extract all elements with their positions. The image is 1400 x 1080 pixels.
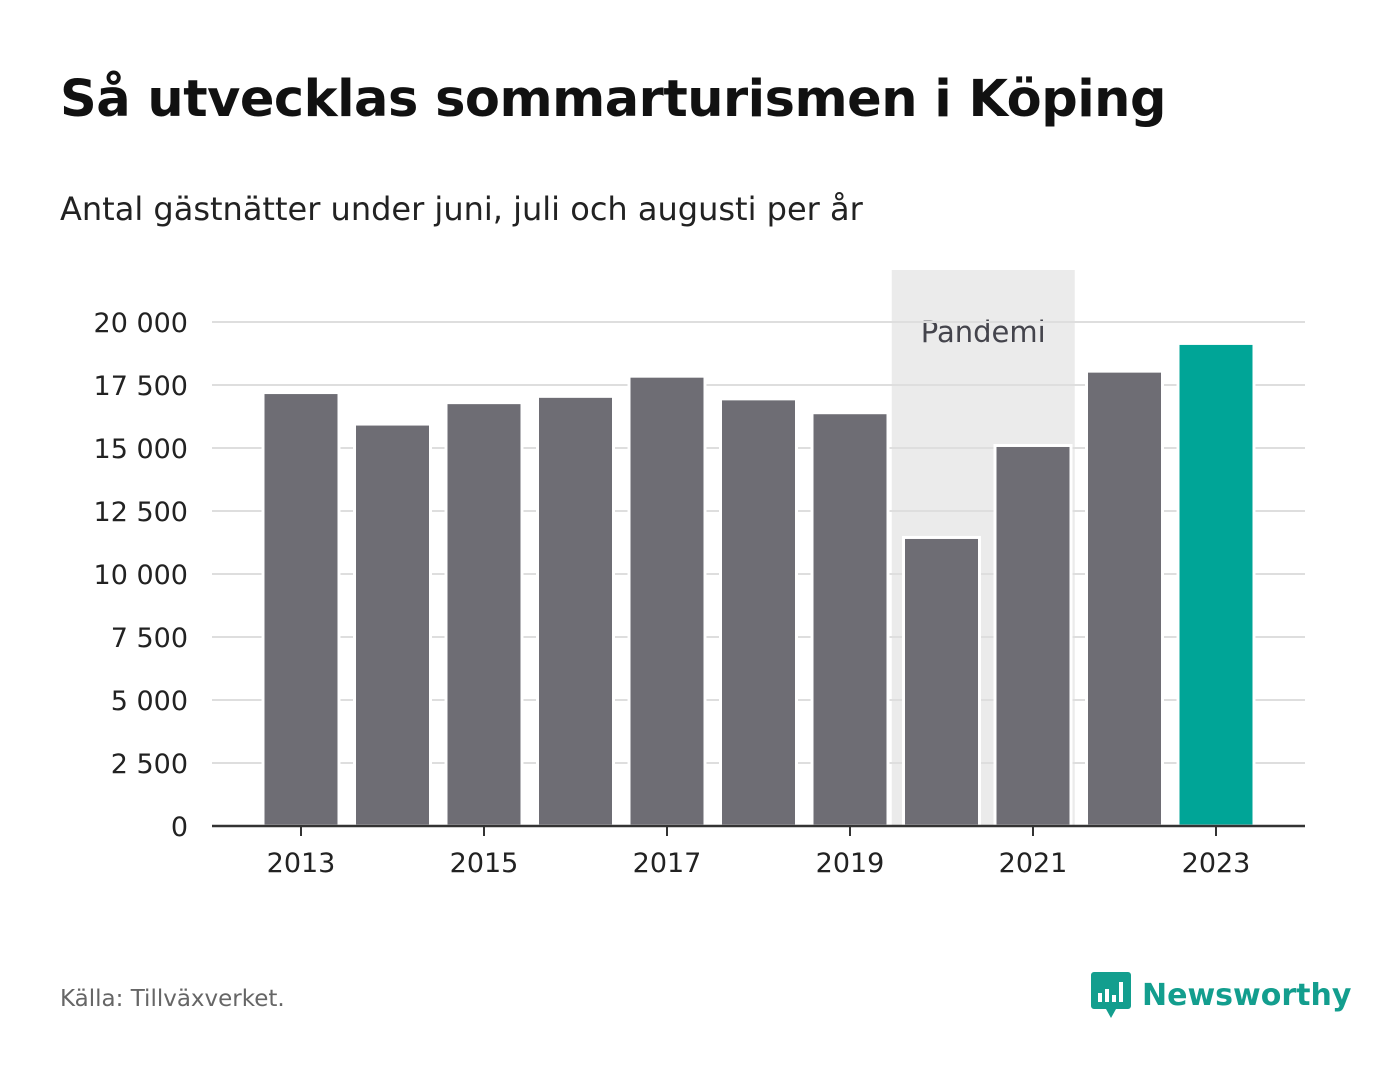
- chart-title: Så utvecklas sommarturismen i Köping: [60, 70, 1167, 129]
- bar-2013: [261, 391, 341, 828]
- y-tick-label: 20 000: [94, 308, 188, 339]
- bar-2020: [902, 535, 981, 828]
- y-tick-label: 15 000: [94, 434, 188, 465]
- bar-2015: [444, 401, 524, 828]
- bar-2018: [719, 397, 798, 828]
- bar-2016: [536, 394, 615, 828]
- bar-2019: [810, 411, 890, 828]
- x-tick-label: 2017: [633, 848, 702, 879]
- y-tick-label: 5 000: [111, 686, 188, 717]
- bar-chart: Pandemi 0 2 500 5 000 7 500 10 000 12 500 15 0…: [94, 270, 1305, 879]
- x-tick-label: 2019: [816, 848, 885, 879]
- x-tick-label: 2013: [267, 848, 336, 879]
- x-axis-layer: [212, 824, 1305, 836]
- source-note: Källa: Tillväxverket.: [60, 986, 285, 1012]
- x-tick-label: 2021: [999, 848, 1068, 879]
- y-tick-label: 7 500: [111, 623, 188, 654]
- y-tick-label: 0: [171, 812, 188, 843]
- chart-subtitle: Antal gästnätter under juni, juli och au…: [60, 190, 863, 228]
- brand-name: Newsworthy: [1142, 977, 1352, 1013]
- bar-2017: [627, 374, 707, 828]
- x-tick-label-layer: 2013 2015 2017 2019 2021 2023: [267, 848, 1251, 879]
- bar-2022: [1085, 369, 1164, 828]
- x-tick-label: 2023: [1182, 848, 1251, 879]
- bar-2023: [1176, 341, 1256, 828]
- brand-logo: Newsworthy: [1090, 970, 1351, 1020]
- y-tick-label: 10 000: [94, 560, 188, 591]
- y-tick-label: 17 500: [94, 371, 188, 402]
- y-tick-label-layer: 0 2 500 5 000 7 500 10 000 12 500 15 000 17 500…: [94, 308, 188, 843]
- newsworthy-logo-icon: [1091, 972, 1131, 1018]
- bar-layer: [261, 341, 1256, 828]
- bar-2014: [353, 422, 432, 828]
- pandemic-band-label: Pandemi: [921, 315, 1046, 349]
- y-tick-label: 12 500: [94, 497, 188, 528]
- x-tick-label: 2015: [450, 848, 519, 879]
- bar-2021: [993, 443, 1073, 828]
- y-tick-label: 2 500: [111, 749, 188, 780]
